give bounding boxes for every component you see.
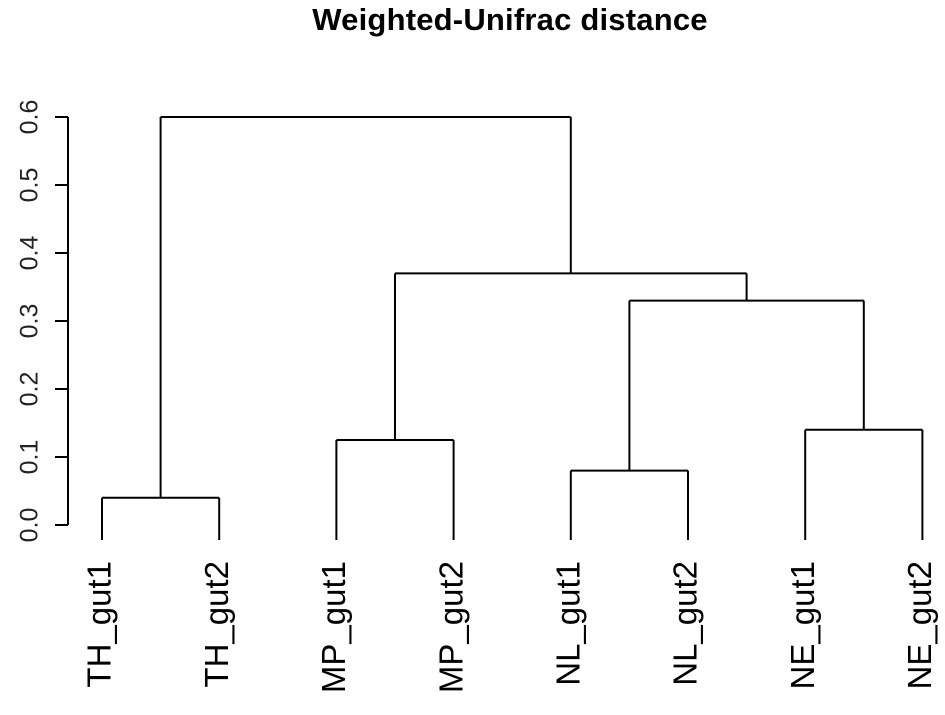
y-axis-tick-label: 0.0	[16, 508, 44, 543]
leaf-label: TH_gut1	[81, 561, 118, 688]
leaf-label: NE_gut1	[784, 561, 821, 689]
y-axis-tick-label: 0.5	[16, 168, 44, 203]
leaf-label: MP_gut1	[315, 561, 352, 693]
y-axis-tick-label: 0.6	[16, 100, 44, 135]
chart-title: Weighted-Unifrac distance	[312, 2, 708, 37]
leaf-label: TH_gut2	[198, 561, 235, 688]
y-axis-tick-label: 0.4	[16, 236, 44, 271]
y-axis-tick-label: 0.3	[16, 304, 44, 339]
leaf-label: MP_gut2	[432, 561, 469, 693]
y-axis-tick-label: 0.2	[16, 372, 44, 407]
y-axis-tick-label: 0.1	[16, 440, 44, 475]
leaf-label: NL_gut1	[550, 561, 587, 686]
leaf-label: NE_gut2	[901, 561, 938, 689]
leaf-label: NL_gut2	[667, 561, 704, 686]
